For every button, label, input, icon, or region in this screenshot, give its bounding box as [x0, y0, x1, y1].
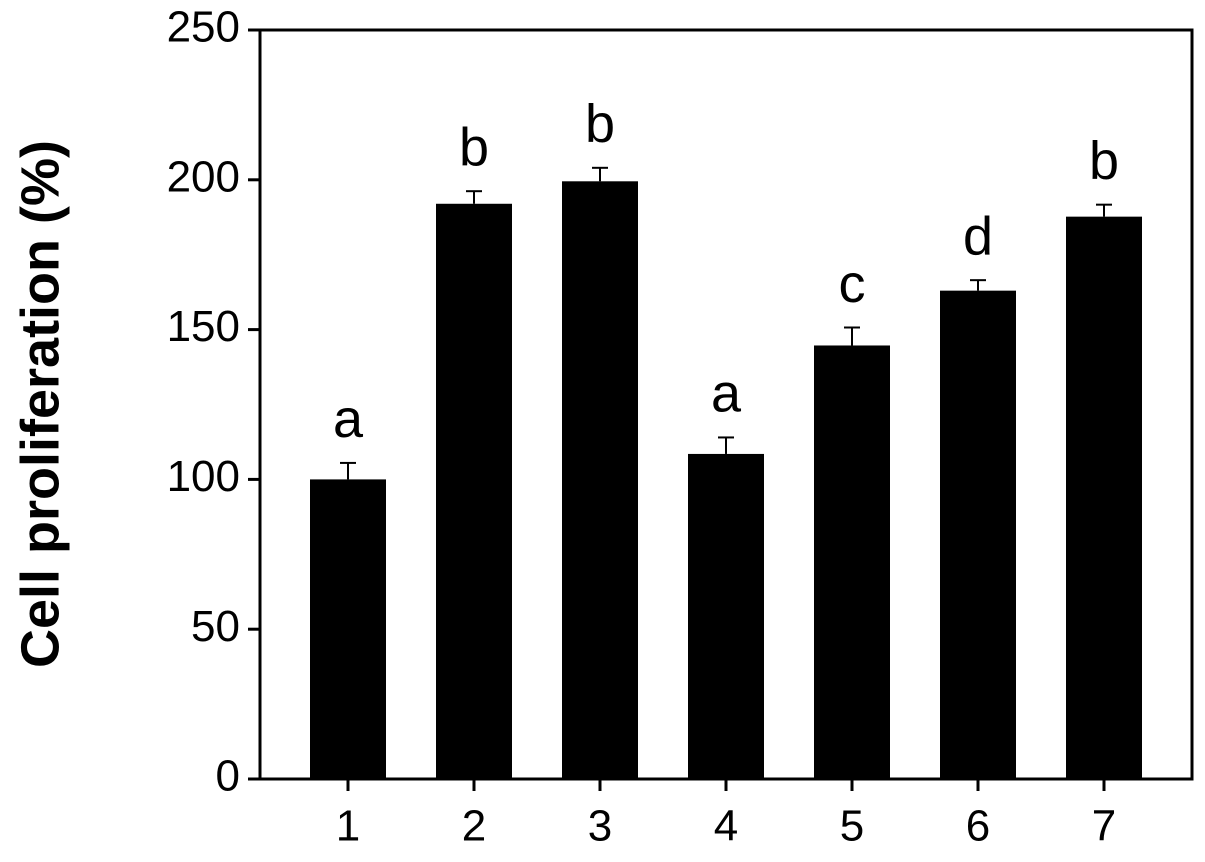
x-tick-label: 4	[714, 802, 738, 851]
bar	[310, 479, 386, 779]
x-tick-label: 1	[336, 802, 360, 851]
x-tick-label: 6	[966, 802, 990, 851]
y-tick-label: 50	[191, 602, 240, 651]
x-tick-label: 2	[462, 802, 486, 851]
bar	[562, 181, 638, 780]
x-tick-label: 7	[1092, 802, 1116, 851]
significance-letter: c	[839, 254, 866, 314]
y-tick-label: 200	[167, 152, 240, 201]
y-tick-label: 150	[167, 302, 240, 351]
y-tick-label: 100	[167, 452, 240, 501]
y-tick-label: 250	[167, 3, 240, 52]
significance-letter: d	[963, 206, 993, 266]
significance-letter: b	[459, 117, 489, 177]
significance-letter: a	[333, 389, 364, 449]
y-tick-label: 0	[216, 752, 240, 801]
y-axis-label: Cell proliferation (%)	[10, 140, 70, 668]
bar	[1066, 216, 1142, 779]
bar	[940, 290, 1016, 779]
x-tick-label: 3	[588, 802, 612, 851]
significance-letter: b	[585, 94, 615, 154]
significance-letter: b	[1089, 131, 1119, 191]
bar	[688, 453, 764, 779]
significance-letter: a	[711, 364, 742, 424]
x-tick-label: 5	[840, 802, 864, 851]
bar	[814, 345, 890, 779]
bar	[436, 203, 512, 779]
